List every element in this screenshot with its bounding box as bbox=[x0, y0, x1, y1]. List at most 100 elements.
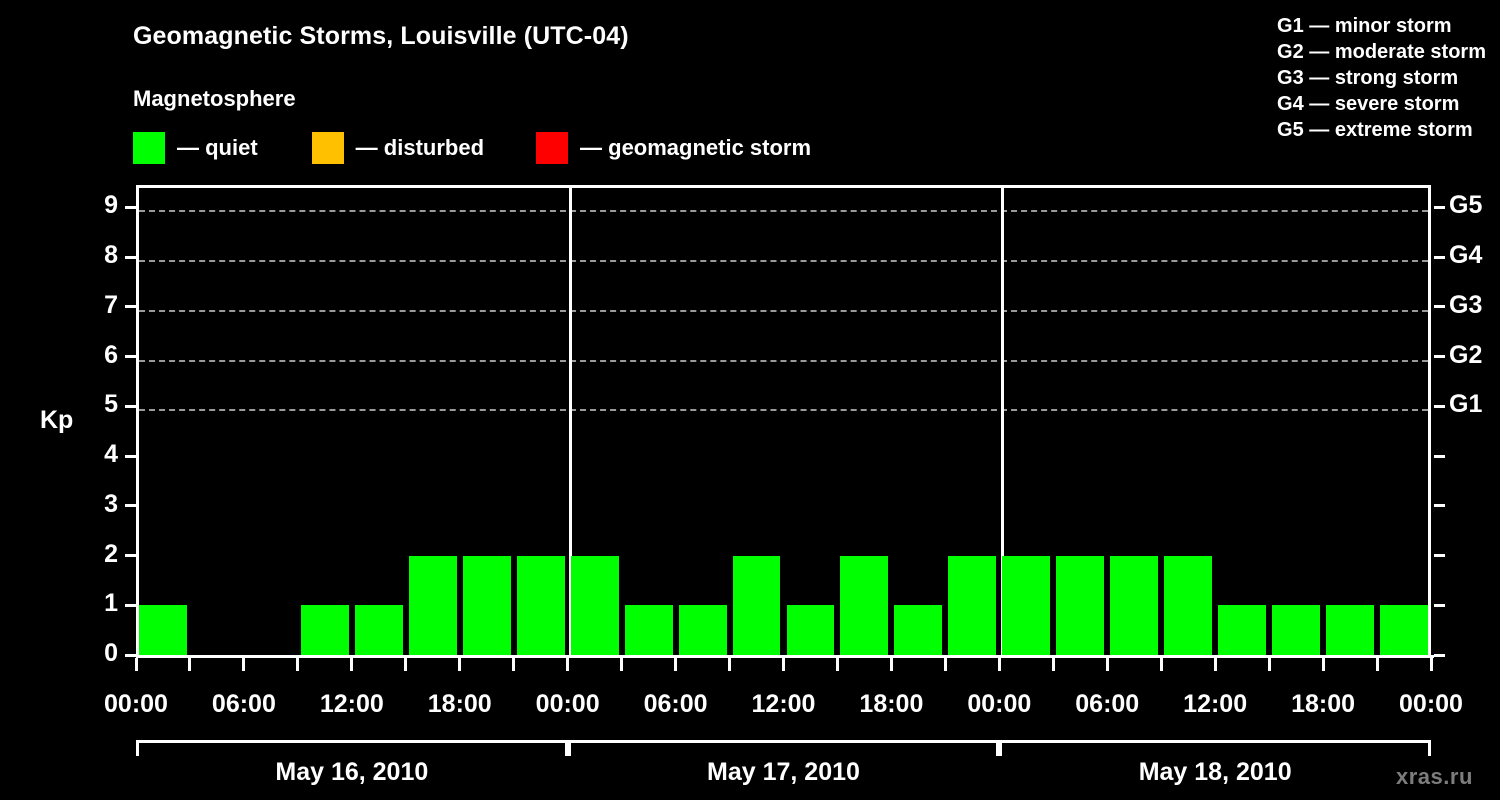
x-tick-5 bbox=[404, 658, 408, 671]
x-tick-3 bbox=[296, 658, 300, 671]
x-tick-14 bbox=[889, 658, 893, 671]
y-tick-kp-5 bbox=[125, 404, 136, 408]
x-tick-2 bbox=[242, 658, 246, 671]
x-axis-line bbox=[136, 655, 1434, 658]
x-tick-16 bbox=[997, 658, 1001, 671]
y-tick-kp-1 bbox=[125, 603, 136, 607]
x-tick-label-6: 12:00 bbox=[751, 690, 816, 718]
y-tick-right-kp-0 bbox=[1434, 653, 1445, 657]
bar[interactable] bbox=[139, 605, 187, 655]
x-tick-label-8: 00:00 bbox=[967, 690, 1032, 718]
y-tick-label-0: 0 bbox=[104, 639, 118, 667]
legend-label-disturbed: — disturbed bbox=[355, 135, 485, 160]
x-tick-12 bbox=[782, 658, 785, 671]
day-rail-1 bbox=[136, 740, 568, 756]
x-tick-23 bbox=[1375, 658, 1379, 671]
bar[interactable] bbox=[408, 555, 457, 655]
x-tick-4 bbox=[350, 658, 354, 671]
legend-swatch-quiet bbox=[133, 132, 165, 164]
y-tick-kp-3 bbox=[125, 504, 136, 508]
x-tick-10 bbox=[674, 658, 678, 671]
plot-area bbox=[136, 185, 1431, 656]
day-rail-2 bbox=[567, 740, 1000, 756]
bar[interactable] bbox=[786, 605, 835, 655]
y-tick-label-5: 5 bbox=[104, 390, 118, 419]
x-tick-label-4: 00:00 bbox=[535, 690, 600, 718]
y-tick-right-kp-5 bbox=[1434, 404, 1445, 408]
bar[interactable] bbox=[678, 605, 727, 655]
x-tick-24 bbox=[1429, 658, 1433, 671]
x-tick-17 bbox=[1051, 658, 1055, 671]
g-scale-line-g3: G3 — strong storm bbox=[1277, 67, 1459, 89]
y-tick-kp-7 bbox=[125, 305, 136, 309]
bar[interactable] bbox=[300, 605, 349, 655]
x-tick-6 bbox=[458, 658, 462, 671]
bar[interactable] bbox=[1056, 555, 1105, 655]
y-tick-right-kp-9 bbox=[1434, 205, 1445, 209]
y-label-g5: G5 bbox=[1449, 191, 1483, 220]
x-tick-label-12: 00:00 bbox=[1399, 690, 1463, 718]
y-label-g2: G2 bbox=[1449, 340, 1483, 369]
bar[interactable] bbox=[1326, 605, 1375, 655]
gridline-kp-7 bbox=[139, 309, 1428, 312]
x-tick-label-0: 00:00 bbox=[104, 690, 168, 718]
y-tick-right-kp-8 bbox=[1434, 255, 1445, 259]
x-tick-18 bbox=[1105, 658, 1109, 671]
x-tick-15 bbox=[943, 658, 947, 671]
x-tick-9 bbox=[620, 658, 624, 671]
day-rail-3 bbox=[999, 740, 1431, 756]
bar[interactable] bbox=[1272, 605, 1321, 655]
y-tick-kp-8 bbox=[125, 255, 136, 259]
gridline-kp-5 bbox=[139, 409, 1428, 412]
bar[interactable] bbox=[516, 555, 565, 655]
x-tick-label-1: 06:00 bbox=[211, 690, 276, 718]
x-tick-8 bbox=[566, 658, 570, 671]
day-separator-1 bbox=[569, 188, 573, 656]
bar[interactable] bbox=[840, 555, 889, 655]
x-tick-label-2: 12:00 bbox=[319, 690, 384, 718]
legend-swatch-storm bbox=[536, 132, 569, 164]
bar[interactable] bbox=[1110, 555, 1159, 655]
gridline-kp-6 bbox=[139, 359, 1428, 362]
bar[interactable] bbox=[732, 555, 781, 655]
y-tick-label-9: 9 bbox=[104, 191, 118, 220]
g-scale-line-g4: G4 — severe storm bbox=[1277, 93, 1460, 115]
bar[interactable] bbox=[894, 605, 943, 655]
bar[interactable] bbox=[1164, 555, 1213, 655]
bar[interactable] bbox=[1380, 605, 1428, 655]
bar[interactable] bbox=[948, 555, 997, 655]
y-tick-label-3: 3 bbox=[104, 489, 118, 518]
magnetosphere-legend: — quiet — disturbed — geomagnetic storm bbox=[133, 132, 811, 164]
y-label-g1: G1 bbox=[1449, 390, 1483, 419]
y-tick-kp-2 bbox=[125, 554, 136, 558]
y-tick-kp-4 bbox=[125, 454, 136, 458]
magnetosphere-heading: Magnetosphere bbox=[133, 86, 296, 111]
gridline-kp-8 bbox=[139, 260, 1428, 263]
x-tick-19 bbox=[1159, 658, 1163, 671]
bar[interactable] bbox=[624, 605, 673, 655]
gridline-kp-9 bbox=[139, 210, 1428, 213]
y-tick-label-6: 6 bbox=[104, 340, 118, 369]
bar-series bbox=[139, 188, 1428, 655]
bar[interactable] bbox=[354, 605, 403, 655]
bar[interactable] bbox=[462, 555, 511, 655]
bar[interactable] bbox=[1218, 605, 1267, 655]
x-tick-1 bbox=[188, 658, 192, 671]
x-tick-21 bbox=[1267, 658, 1271, 671]
day-separator-2 bbox=[1000, 188, 1004, 656]
y-tick-label-2: 2 bbox=[104, 539, 118, 568]
g-scale-line-g1: G1 — minor storm bbox=[1277, 15, 1452, 37]
bar[interactable] bbox=[570, 555, 619, 655]
legend-swatch-disturbed bbox=[311, 132, 344, 164]
legend-label-storm: — geomagnetic storm bbox=[580, 135, 812, 160]
y-tick-right-kp-3 bbox=[1434, 504, 1445, 508]
x-tick-label-9: 06:00 bbox=[1075, 690, 1140, 718]
legend-item-disturbed: — disturbed bbox=[311, 132, 485, 164]
y-label-g3: G3 bbox=[1449, 290, 1483, 319]
y-tick-right-kp-2 bbox=[1434, 554, 1445, 558]
g-scale-line-g2: G2 — moderate storm bbox=[1277, 41, 1486, 63]
bar[interactable] bbox=[1002, 555, 1051, 655]
x-tick-label-5: 06:00 bbox=[643, 690, 708, 718]
y-tick-kp-0 bbox=[125, 653, 136, 657]
